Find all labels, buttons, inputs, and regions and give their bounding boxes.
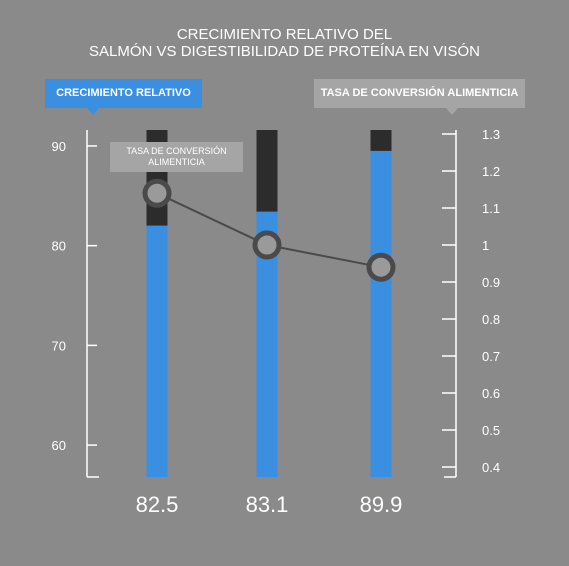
- tooltip-line1: TASA DE CONVERSIÓN: [126, 146, 227, 156]
- bar-remainder: [370, 130, 392, 151]
- legend-pointer-icon: [446, 108, 458, 115]
- left-axis-tick-label: 80: [52, 239, 66, 254]
- legend-line-series-label: TASA DE CONVERSIÓN ALIMENTICIA: [320, 87, 519, 99]
- left-axis-tick-label: 60: [52, 438, 66, 453]
- right-axis-tick-label: 0.6: [482, 386, 500, 401]
- right-axis-tick-label: 1.3: [482, 127, 500, 142]
- legend-line-series: TASA DE CONVERSIÓN ALIMENTICIA: [314, 79, 525, 115]
- left-axis-tick-label: 70: [52, 338, 66, 353]
- chart-title-line1: CRECIMIENTO RELATIVO DEL: [176, 26, 393, 43]
- bar: [256, 211, 278, 477]
- category-label: 89.9: [360, 492, 403, 517]
- right-axis-tick-label: 1.1: [482, 201, 500, 216]
- right-axis-tick-label: 0.9: [482, 275, 500, 290]
- category-label: 82.5: [136, 492, 179, 517]
- right-axis-tick-label: 0.5: [482, 423, 500, 438]
- line-point: [252, 230, 282, 260]
- left-axis-tick-label: 90: [52, 139, 66, 154]
- bar: [146, 225, 168, 477]
- bar: [370, 150, 392, 478]
- legend-pointer-icon: [87, 108, 99, 115]
- line-point: [142, 178, 172, 208]
- tooltip-line2: ALIMENTICIA: [148, 157, 205, 167]
- category-label: 83.1: [246, 492, 289, 517]
- line-point: [366, 252, 396, 282]
- right-axis-tick-label: 1.2: [482, 164, 500, 179]
- right-axis-tick-label: 1: [482, 238, 489, 253]
- legend-bar-series: CRECIMIENTO RELATIVO: [45, 79, 202, 115]
- legend-bar-series-label: CRECIMIENTO RELATIVO: [56, 87, 191, 99]
- right-axis-tick-label: 0.7: [482, 349, 500, 364]
- chart-title-line2: SALMÓN VS DIGESTIBILIDAD DE PROTEÍNA EN …: [89, 43, 480, 60]
- right-axis-tick-label: 0.8: [482, 312, 500, 327]
- chart-title: CRECIMIENTO RELATIVO DEL SALMÓN VS DIGES…: [0, 26, 569, 60]
- bar-remainder: [256, 130, 278, 212]
- right-axis-tick-label: 0.4: [482, 460, 500, 475]
- tooltip-conversion-rate: TASA DE CONVERSIÓN ALIMENTICIA: [110, 142, 243, 172]
